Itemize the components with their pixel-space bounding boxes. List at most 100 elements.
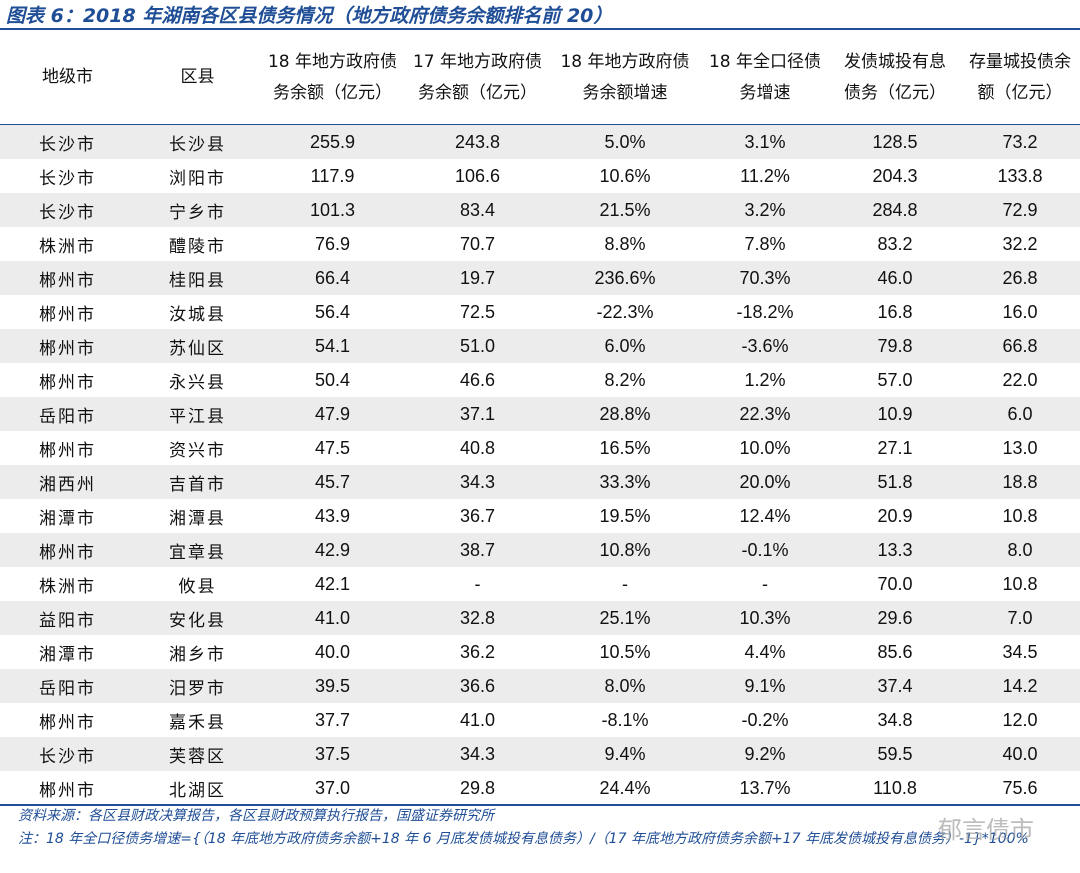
table-cell: -22.3% [596,301,654,322]
table-cell: 32.8 [405,601,550,635]
table-row: 株洲市 攸县 42.1 - - - 70.0 10.8 [0,567,1080,601]
table-cell: 40.0 [960,737,1080,771]
table-cell: -3.6% [700,329,830,363]
table-cell: 36.7 [459,505,496,526]
table-cell: 8.8% [604,233,646,254]
table-row: 长沙市 浏阳市 117.9 106.6 10.6% 11.2% 204.3 133.8 [0,159,1080,193]
table-cell: 4.4% [744,641,786,662]
table-cell: 湘潭市 [39,644,96,665]
table-cell: 宜章县 [135,533,260,567]
table-cell: 湘潭市 [39,508,96,529]
table-cell: 株洲市 [39,576,96,597]
table-cell: 6.0% [550,329,700,363]
column-header: 区县 [135,31,260,125]
column-header: 18 年地方政府债务余额增速 [550,31,700,125]
table-cell: 70.0 [877,573,913,594]
table-row: 郴州市 北湖区 37.0 29.8 24.4% 13.7% 110.8 75.6 [0,771,1080,805]
column-header: 存量城投债余额（亿元） [960,31,1080,125]
table-cell: 41.0 [459,709,496,730]
debt-table: 地级市 区县 18 年地方政府债务余额（亿元） 17 年地方政府债务余额（亿元） 18 … [0,31,1080,805]
table-cell: 10.8 [1002,573,1038,594]
table-cell: 长沙市 [0,193,135,227]
table-cell: -0.1% [700,533,830,567]
table-cell: 76.9 [314,233,351,254]
note: 注：18 年全口径债务增速={（18 年底地方政府债务余额+18 年 6 月底发… [18,831,1029,847]
table-cell: 50.4 [314,369,351,390]
table-cell: 11.2% [740,165,790,186]
table-cell: 37.4 [830,669,960,703]
table-cell: 51.0 [405,329,550,363]
table-cell: 湘西州 [0,465,135,499]
table-cell: 43.9 [314,505,351,526]
table-cell: -18.2% [736,301,794,322]
table-cell: 37.5 [260,737,405,771]
table-cell: 湘乡市 [169,644,226,665]
table-cell: 12.4% [739,505,791,526]
source: 资料来源：各区县财政决算报告，各区县财政预算执行报告，国盛证券研究所 [18,808,494,824]
table-cell: 34.8 [877,709,913,730]
table-cell: 浏阳市 [169,168,226,189]
table-row: 郴州市 汝城县 56.4 72.5 -22.3% -18.2% 16.8 16.0 [0,295,1080,329]
table-cell: 37.1 [405,397,550,431]
table-cell: 66.4 [260,261,405,295]
table-cell: 33.3% [550,465,700,499]
table-cell: 14.2 [960,669,1080,703]
table-cell: 38.7 [405,533,550,567]
table-cell: 72.9 [960,193,1080,227]
table-cell: 110.8 [873,777,917,798]
table-cell: 9.2% [700,737,830,771]
table-cell: 10.8 [1002,505,1038,526]
table-cell: 73.2 [960,124,1080,159]
rule [0,28,1080,30]
table-cell: 66.8 [960,329,1080,363]
table-row: 岳阳市 汨罗市 39.5 36.6 8.0% 9.1% 37.4 14.2 [0,669,1080,703]
table-cell: 郴州市 [39,440,96,461]
table-cell: 9.1% [700,669,830,703]
table-body: 长沙市 长沙县 255.9 243.8 5.0% 3.1% 128.5 73.2 长沙市 浏阳市 1… [0,124,1080,806]
table-cell: 57.0 [877,369,913,390]
table-cell: 北湖区 [169,780,226,801]
table-cell: 10.3% [700,601,830,635]
table-cell: 20.9 [877,505,913,526]
table-cell: 郴州市 [39,712,96,733]
table-cell: 长沙市 [0,737,135,771]
table-cell: 永兴县 [169,372,226,393]
table-cell: 湘潭县 [169,508,226,529]
table-cell: 106.6 [454,165,501,186]
table-cell: 40.0 [314,641,351,662]
table-cell: 长沙市 [39,168,96,189]
table-row: 岳阳市 平江县 47.9 37.1 28.8% 22.3% 10.9 6.0 [0,397,1080,431]
table-cell: 117.9 [310,165,355,186]
table-cell: 7.0 [960,601,1080,635]
table-cell: 42.1 [314,573,351,594]
column-header: 发债城投有息债务（亿元） [830,31,960,125]
table-row: 郴州市 嘉禾县 37.7 41.0 -8.1% -0.2% 34.8 12.0 [0,703,1080,737]
table-cell: 19.7 [405,261,550,295]
table-cell: 40.8 [459,437,496,458]
table-row: 郴州市 桂阳县 66.4 19.7 236.6% 70.3% 46.0 26.8 [0,261,1080,295]
table-cell: 安化县 [135,601,260,635]
table-row: 益阳市 安化县 41.0 32.8 25.1% 10.3% 29.6 7.0 [0,601,1080,635]
table-cell: 13.7% [739,777,791,798]
table-cell: 47.9 [260,397,405,431]
table-cell: 19.5% [599,505,651,526]
watermark: 郁言债市 [938,816,1034,844]
table-cell: 攸县 [178,576,217,597]
table-cell: 7.8% [744,233,786,254]
column-header: 18 年全口径债务增速 [700,31,830,125]
table-cell: 汝城县 [169,304,226,325]
table-cell: 83.4 [405,193,550,227]
table-cell: 3.2% [700,193,830,227]
table-cell: 46.0 [830,261,960,295]
table-cell: - [474,573,481,594]
table-cell: - [622,573,628,594]
table-cell: 16.5% [599,437,651,458]
table-cell: 133.8 [997,165,1043,186]
table-cell: 83.2 [877,233,913,254]
table-cell: 59.5 [830,737,960,771]
table-cell: 70.3% [700,261,830,295]
table-row: 湘潭市 湘潭县 43.9 36.7 19.5% 12.4% 20.9 10.8 [0,499,1080,533]
table-row: 郴州市 资兴市 47.5 40.8 16.5% 10.0% 27.1 13.0 [0,431,1080,465]
table-cell: 26.8 [960,261,1080,295]
